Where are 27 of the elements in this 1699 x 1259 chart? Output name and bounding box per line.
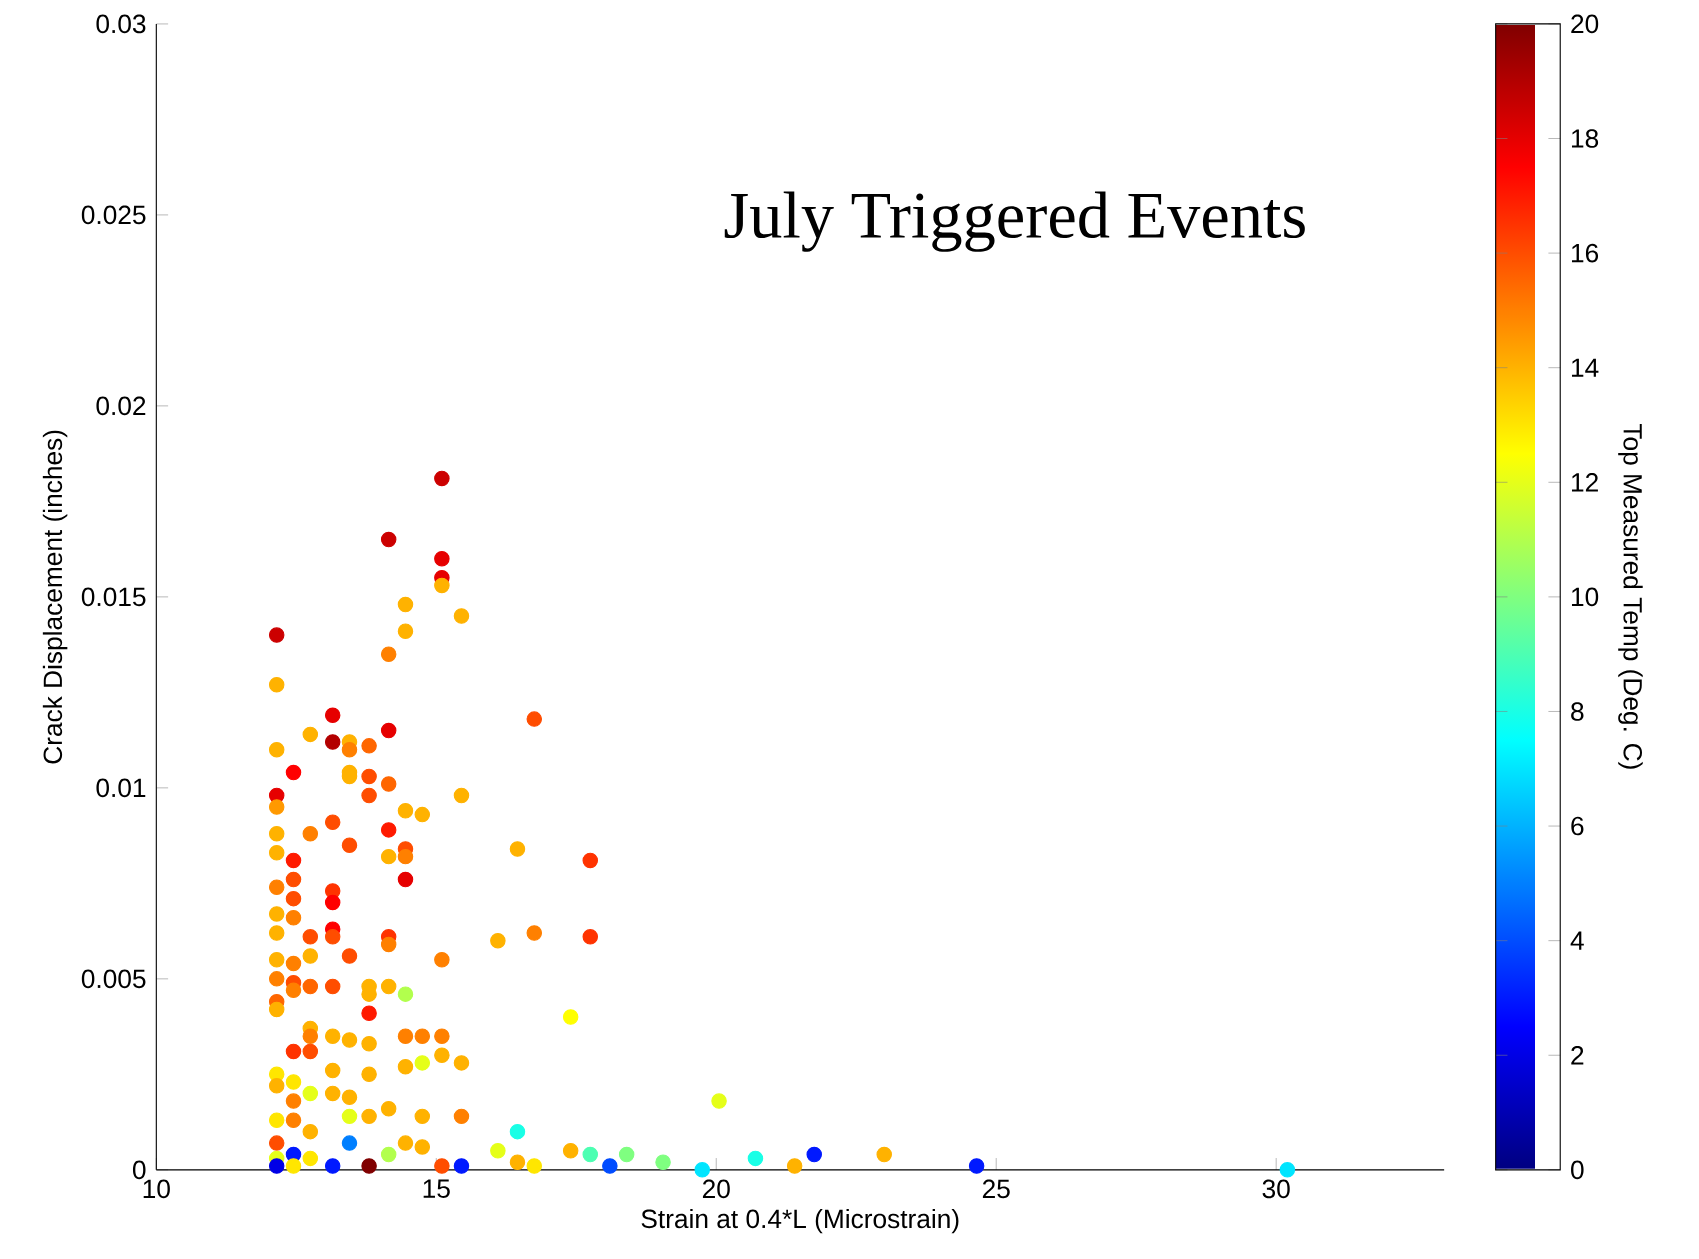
x-tick-label: 10 bbox=[143, 1179, 170, 1199]
y-axis-title: Crack Displacement (inches) bbox=[42, 430, 68, 764]
color-bar-label: 2 bbox=[1571, 1045, 1584, 1065]
color-bar-title: Top Measured Temp (Deg. C) bbox=[1618, 423, 1643, 769]
y-tick-label: 0.025 bbox=[81, 205, 146, 225]
x-tick-label: 30 bbox=[1262, 1179, 1290, 1199]
x-tick-label: 15 bbox=[423, 1179, 450, 1198]
color-bar-label: 12 bbox=[1571, 472, 1598, 492]
y-tick-label: 0.01 bbox=[96, 778, 146, 798]
text: July Triggered Events bbox=[724, 191, 1305, 252]
color-bar-label: 20 bbox=[1571, 14, 1599, 34]
y-tick-label: 0.02 bbox=[96, 396, 146, 416]
color-bar-label: 4 bbox=[1570, 931, 1584, 950]
color-bar-label: 8 bbox=[1571, 702, 1584, 721]
y-tick-label: 0 bbox=[132, 1160, 146, 1180]
color-bar-label: 0 bbox=[1571, 1160, 1584, 1180]
x-axis-title: Strain at 0.4*L (Microstrain) bbox=[641, 1208, 959, 1234]
color-bar-label: 18 bbox=[1571, 129, 1599, 148]
color-bar-label: 14 bbox=[1571, 358, 1599, 377]
y-tick-label: 0.015 bbox=[81, 587, 146, 607]
color-bar-label: 16 bbox=[1571, 243, 1599, 263]
color-bar-label: 6 bbox=[1571, 816, 1584, 836]
x-tick-label: 20 bbox=[702, 1179, 730, 1199]
x-tick-label: 25 bbox=[982, 1179, 1010, 1199]
color-bar-label: 10 bbox=[1571, 587, 1599, 607]
y-tick-label: 0.005 bbox=[81, 969, 146, 989]
y-tick-label: 0.03 bbox=[96, 14, 146, 34]
